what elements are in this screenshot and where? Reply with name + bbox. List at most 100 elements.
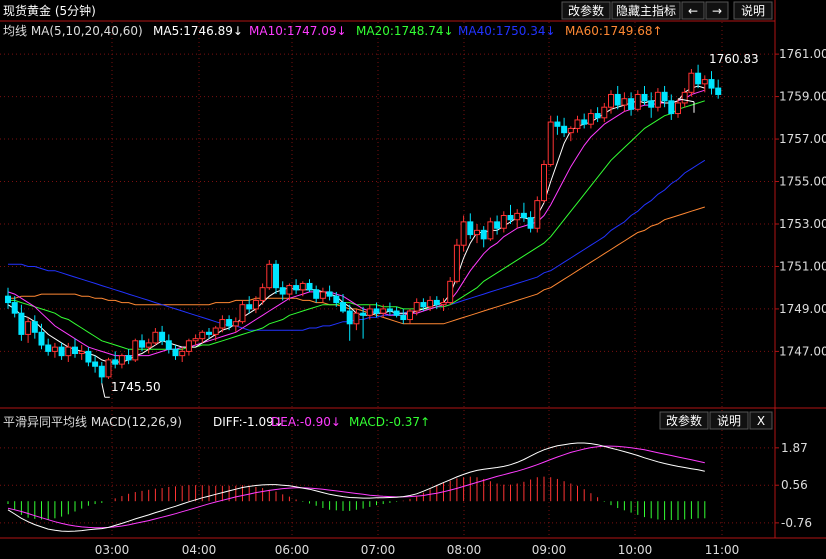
ma-legend-4: MA40:1750.34↓ (458, 24, 556, 38)
x-tick-label: 03:00 (95, 543, 130, 557)
candle (11, 296, 18, 318)
macd-button-label[interactable]: X (757, 414, 765, 428)
candle-body (547, 121, 554, 166)
candle-body (279, 287, 286, 295)
candle (105, 357, 112, 379)
candle (708, 71, 715, 95)
candle (520, 202, 527, 222)
candle (239, 300, 246, 324)
x-tick-label: 09:00 (532, 543, 567, 557)
candle (152, 328, 159, 346)
candle-body (145, 342, 152, 348)
candle-body (259, 287, 266, 301)
y-tick-label: 1755.00 (779, 175, 826, 189)
toolbar-button-3[interactable]: → (705, 1, 729, 20)
candle (132, 338, 139, 363)
toolbar-button-4[interactable]: 说明 (733, 1, 773, 20)
candle (380, 304, 387, 318)
toolbar-button-frame[interactable] (561, 1, 611, 20)
candle (594, 107, 601, 123)
candle-body (407, 310, 413, 321)
candle (340, 294, 346, 314)
candle-body (507, 214, 514, 221)
candle (326, 285, 333, 301)
low-pointer (101, 383, 106, 398)
candle-body (192, 338, 199, 342)
candle (45, 338, 52, 356)
candle-body (239, 304, 246, 323)
candle-body (688, 72, 695, 93)
candle-body (701, 79, 708, 85)
candle (293, 279, 300, 295)
candle-body (614, 93, 621, 106)
y-tick-label: 1761.00 (779, 47, 826, 61)
toolbar-button-frame[interactable] (733, 1, 773, 20)
ma60-line (8, 206, 705, 325)
candle (58, 342, 65, 360)
candles (5, 64, 722, 384)
toolbar-button-frame[interactable] (705, 1, 729, 20)
macd-button-label[interactable]: 说明 (717, 413, 741, 428)
candle (648, 92, 655, 118)
macd-button-frame[interactable] (749, 411, 773, 430)
toolbar-button-label[interactable]: 改参数 (568, 3, 604, 18)
candle (715, 79, 722, 99)
macd-button-frame[interactable] (659, 411, 709, 430)
candle (313, 285, 320, 303)
candle-body (654, 91, 661, 108)
candle-body (212, 327, 219, 335)
toolbar-button-label[interactable]: 隐藏主指标 (616, 3, 676, 18)
candle (480, 226, 487, 248)
candle-body (541, 164, 547, 202)
ma-legend-2: MA10:1747.09↓ (249, 24, 347, 38)
candle (507, 204, 514, 224)
candle (51, 342, 58, 358)
candle-body (393, 310, 400, 316)
dea-line (7, 445, 705, 529)
toolbar-button-label[interactable]: ← (688, 4, 698, 18)
toolbar-button-label[interactable]: 说明 (741, 3, 765, 18)
candle-body (105, 359, 112, 378)
candle-body (25, 321, 32, 335)
ma-legend-0: 均线 MA(5,10,20,40,60) (3, 24, 143, 38)
candle-body (353, 312, 360, 325)
candle (31, 315, 38, 339)
candle (346, 304, 353, 341)
candle (72, 338, 78, 358)
candle (353, 308, 360, 331)
candle (98, 362, 105, 384)
candle-body (313, 289, 320, 299)
toolbar-button-frame[interactable] (681, 1, 705, 20)
candle-body (587, 113, 594, 125)
macd-button-0[interactable]: 改参数 (659, 411, 709, 430)
candle (118, 353, 125, 369)
window-title: 现货黄金 (5分钟) (3, 3, 96, 18)
candle-body (373, 308, 380, 314)
candle-body (675, 102, 681, 115)
candle (219, 315, 226, 333)
candle-body (139, 340, 145, 348)
candle-body (594, 113, 601, 119)
candle-body (574, 119, 581, 129)
macd-button-label[interactable]: 改参数 (666, 413, 702, 428)
toolbar-button-frame[interactable] (611, 1, 681, 20)
candle (78, 345, 85, 360)
candle-body (661, 91, 668, 102)
candle (172, 345, 179, 360)
candle-body (648, 100, 655, 108)
candle-body (695, 72, 702, 85)
toolbar-button-1[interactable]: 隐藏主指标 (611, 1, 681, 20)
toolbar-button-2[interactable]: ← (681, 1, 705, 20)
macd-button-2[interactable]: X (749, 411, 773, 430)
macd-button-frame[interactable] (709, 411, 749, 430)
macd-button-1[interactable]: 说明 (709, 411, 749, 430)
high-label: 1760.83 (709, 52, 759, 66)
high-pointer (677, 98, 695, 103)
candle-body (380, 308, 387, 314)
candle-body (232, 321, 239, 327)
candle (5, 287, 11, 309)
candle (65, 342, 72, 363)
toolbar-button-label[interactable]: → (712, 4, 722, 18)
toolbar-button-0[interactable]: 改参数 (561, 1, 611, 20)
